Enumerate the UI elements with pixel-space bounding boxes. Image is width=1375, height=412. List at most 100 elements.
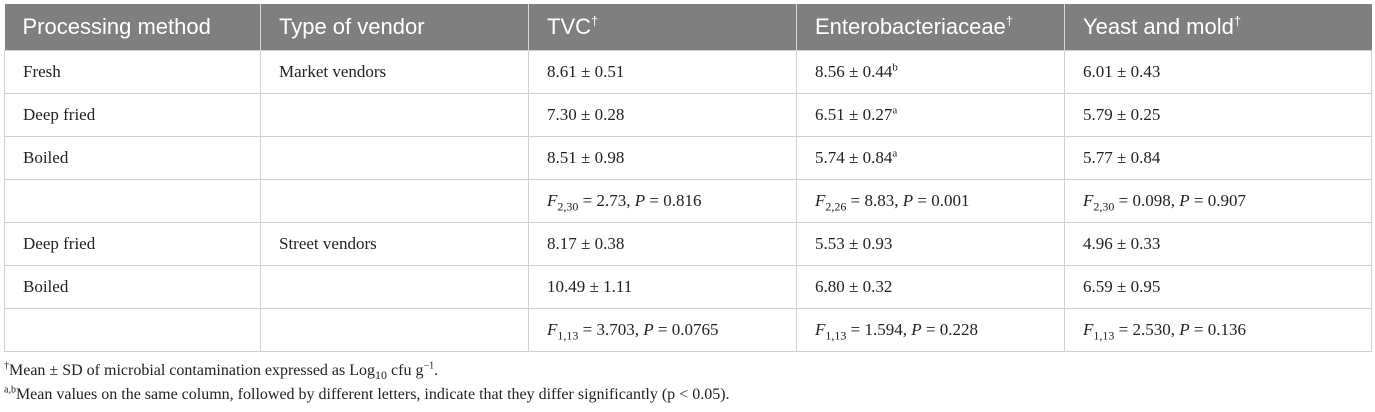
stat-p-value: = 0.136 bbox=[1189, 320, 1246, 339]
column-header-label: TVC bbox=[547, 14, 591, 39]
column-header: Yeast and mold† bbox=[1064, 4, 1372, 51]
enterobacteriaceae-value: 8.56 ± 0.44 bbox=[815, 62, 893, 81]
footnote-text-unit: cfu g bbox=[387, 362, 424, 379]
stat-p-value: = 0.001 bbox=[913, 191, 970, 210]
stat-value: = 8.83, bbox=[846, 191, 903, 210]
column-header-mark: † bbox=[591, 13, 599, 29]
tvc-cell: 10.49 ± 1.11 bbox=[528, 265, 797, 309]
yeast-mold-cell: 4.96 ± 0.33 bbox=[1064, 222, 1372, 266]
microbial-table: Processing method Type of vendor TVC† Enter… bbox=[4, 4, 1372, 352]
yeast-mold-cell: 6.01 ± 0.43 bbox=[1064, 50, 1372, 94]
tvc-cell: 8.17 ± 0.38 bbox=[528, 222, 797, 266]
enterobacteriaceae-cell: 8.56 ± 0.44b bbox=[796, 50, 1065, 94]
yeast-mold-stat-cell: F1,13 = 2.530, P = 0.136 bbox=[1064, 308, 1372, 352]
stat-df: 2,30 bbox=[1093, 199, 1115, 214]
footnote-letters: a,bMean values on the same column, follo… bbox=[4, 383, 730, 407]
significance-letter: a bbox=[892, 104, 898, 117]
stat-f: F bbox=[1083, 191, 1094, 210]
stat-df: 1,13 bbox=[1093, 328, 1115, 343]
vendor-type-cell bbox=[260, 93, 529, 137]
processing-method-cell: Boiled bbox=[4, 265, 261, 309]
significance-letter: b bbox=[892, 61, 898, 74]
column-header-label: Type of vendor bbox=[279, 14, 425, 39]
yeast-mold-cell: 6.59 ± 0.95 bbox=[1064, 265, 1372, 309]
tvc-stat-cell: F2,30 = 2.73, P = 0.816 bbox=[528, 179, 797, 223]
stats-row: F1,13 = 3.703, P = 0.0765 F1,13 = 1.594, … bbox=[4, 308, 1372, 352]
stat-value: = 1.594, bbox=[846, 320, 912, 339]
footnote-text-end: . bbox=[434, 362, 439, 379]
table-row: Fresh Market vendors 8.61 ± 0.51 8.56 ± 0.4… bbox=[4, 50, 1372, 94]
tvc-cell: 8.61 ± 0.51 bbox=[528, 50, 797, 94]
footnote-superscript: −1 bbox=[423, 360, 435, 372]
processing-method-cell: Deep fried bbox=[4, 93, 261, 137]
column-header: Enterobacteriaceae† bbox=[796, 4, 1065, 51]
stat-f: F bbox=[547, 320, 558, 339]
vendor-type-cell bbox=[260, 265, 529, 309]
column-header: Processing method bbox=[4, 4, 261, 51]
stat-p: P bbox=[634, 191, 646, 210]
footnote-mark: † bbox=[4, 360, 9, 372]
column-header-label: Yeast and mold bbox=[1083, 14, 1234, 39]
table-header-row: Processing method Type of vendor TVC† Enter… bbox=[4, 4, 1372, 51]
stat-df: 1,13 bbox=[557, 328, 579, 343]
stat-p: P bbox=[1179, 320, 1190, 339]
stat-df: 2,30 bbox=[557, 199, 579, 214]
stat-p-value: = 0.907 bbox=[1189, 191, 1246, 210]
footnote-subscript: 10 bbox=[375, 368, 388, 383]
table-row: Boiled 10.49 ± 1.11 6.80 ± 0.32 6.59 ± 0.95 bbox=[4, 265, 1372, 309]
processing-method-cell bbox=[4, 308, 261, 352]
footnote-mark: a,b bbox=[4, 384, 16, 396]
column-header-mark: † bbox=[1233, 13, 1242, 29]
stat-df: 1,13 bbox=[825, 328, 847, 343]
footnote-text: Mean ± SD of microbial contamination exp… bbox=[9, 362, 376, 379]
vendor-type-cell bbox=[260, 308, 529, 352]
enterobacteriaceae-value: 5.74 ± 0.84 bbox=[815, 148, 893, 167]
vendor-type-cell: Street vendors bbox=[260, 222, 529, 266]
processing-method-cell: Fresh bbox=[4, 50, 261, 94]
stat-f: F bbox=[547, 191, 558, 210]
yeast-mold-stat-cell: F2,30 = 0.098, P = 0.907 bbox=[1064, 179, 1372, 223]
tvc-cell: 8.51 ± 0.98 bbox=[528, 136, 797, 180]
table-row: Deep fried Street vendors 8.17 ± 0.38 5.53 … bbox=[4, 222, 1372, 266]
processing-method-cell: Boiled bbox=[4, 136, 261, 180]
table-footnotes: †Mean ± SD of microbial contamination ex… bbox=[4, 359, 730, 407]
enterobacteriaceae-stat-cell: F2,26 = 8.83, P = 0.001 bbox=[796, 179, 1065, 223]
stat-value: = 3.703, bbox=[578, 320, 644, 339]
column-header: TVC† bbox=[528, 4, 797, 51]
significance-letter: a bbox=[892, 147, 898, 160]
stat-value: = 2.73, bbox=[578, 191, 635, 210]
vendor-type-cell bbox=[260, 136, 529, 180]
stat-p: P bbox=[902, 191, 914, 210]
stat-p: P bbox=[1179, 191, 1190, 210]
footnote-dagger: †Mean ± SD of microbial contamination ex… bbox=[4, 359, 730, 383]
table-row: Boiled 8.51 ± 0.98 5.74 ± 0.84a 5.77 ± 0.84 bbox=[4, 136, 1372, 180]
table-row: Deep fried 7.30 ± 0.28 6.51 ± 0.27a 5.79 ± … bbox=[4, 93, 1372, 137]
tvc-cell: 7.30 ± 0.28 bbox=[528, 93, 797, 137]
enterobacteriaceae-cell: 6.80 ± 0.32 bbox=[796, 265, 1065, 309]
vendor-type-cell: Market vendors bbox=[260, 50, 529, 94]
enterobacteriaceae-value: 6.51 ± 0.27 bbox=[815, 105, 893, 124]
stat-p: P bbox=[911, 320, 922, 339]
footnote-text: Mean values on the same column, followed… bbox=[15, 386, 730, 403]
enterobacteriaceae-value: 5.53 ± 0.93 bbox=[815, 234, 893, 253]
stat-p-value: = 0.228 bbox=[921, 320, 978, 339]
yeast-mold-cell: 5.77 ± 0.84 bbox=[1064, 136, 1372, 180]
enterobacteriaceae-cell: 5.74 ± 0.84a bbox=[796, 136, 1065, 180]
tvc-stat-cell: F1,13 = 3.703, P = 0.0765 bbox=[528, 308, 797, 352]
column-header-label: Processing method bbox=[22, 14, 211, 39]
stats-row: F2,30 = 2.73, P = 0.816 F2,26 = 8.83, P =… bbox=[4, 179, 1372, 223]
yeast-mold-cell: 5.79 ± 0.25 bbox=[1064, 93, 1372, 137]
stat-f: F bbox=[815, 191, 826, 210]
stat-p-value: = 0.0765 bbox=[653, 320, 719, 339]
stat-df: 2,26 bbox=[825, 199, 847, 214]
stat-f: F bbox=[1083, 320, 1094, 339]
column-header-label: Enterobacteriaceae bbox=[815, 14, 1006, 39]
stat-f: F bbox=[815, 320, 826, 339]
vendor-type-cell bbox=[260, 179, 529, 223]
processing-method-cell bbox=[4, 179, 261, 223]
stat-p: P bbox=[643, 320, 654, 339]
column-header-mark: † bbox=[1005, 13, 1014, 29]
stat-value: = 0.098, bbox=[1114, 191, 1180, 210]
data-table-container: Processing method Type of vendor TVC† Enter… bbox=[4, 4, 1372, 352]
enterobacteriaceae-value: 6.80 ± 0.32 bbox=[815, 277, 893, 296]
